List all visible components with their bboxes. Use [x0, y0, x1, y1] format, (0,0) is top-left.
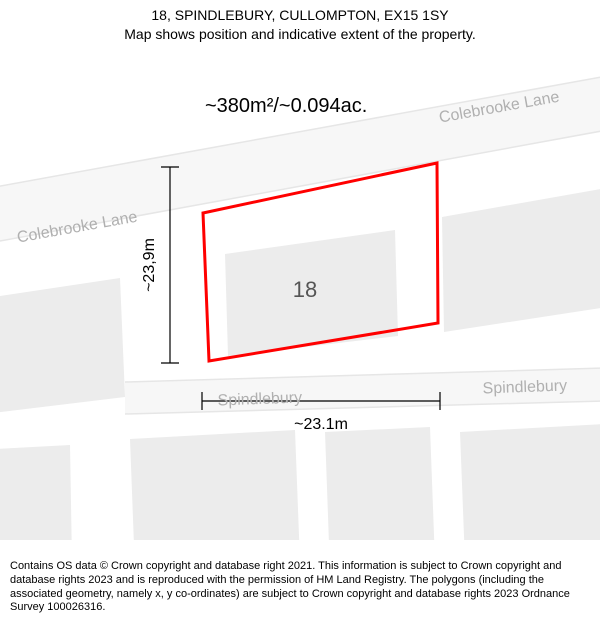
road-label-spindlebury-right: Spindlebury: [482, 378, 567, 398]
building-shape: [0, 445, 72, 540]
footer-copyright: Contains OS data © Crown copyright and d…: [0, 554, 600, 625]
plot-number-label: 18: [293, 277, 317, 302]
header-title: 18, SPINDLEBURY, CULLOMPTON, EX15 1SY: [0, 6, 600, 25]
map-area: ~380m²/~0.094ac.~23.1m~23,9m18Colebrooke…: [0, 42, 600, 540]
building-shape: [325, 427, 435, 540]
buildings-group: [0, 182, 600, 540]
height-label: ~23,9m: [141, 238, 158, 292]
building-shape: [460, 422, 600, 540]
building-shape: [0, 278, 125, 417]
width-label: ~23.1m: [294, 416, 348, 433]
road-label-spindlebury-left: Spindlebury: [217, 390, 302, 410]
header: 18, SPINDLEBURY, CULLOMPTON, EX15 1SY Ma…: [0, 0, 600, 44]
building-shape: [130, 430, 300, 540]
header-subtitle: Map shows position and indicative extent…: [0, 25, 600, 44]
building-shape: [442, 182, 600, 332]
area-label: ~380m²/~0.094ac.: [205, 95, 367, 117]
map-svg: ~380m²/~0.094ac.~23.1m~23,9m18Colebrooke…: [0, 42, 600, 540]
